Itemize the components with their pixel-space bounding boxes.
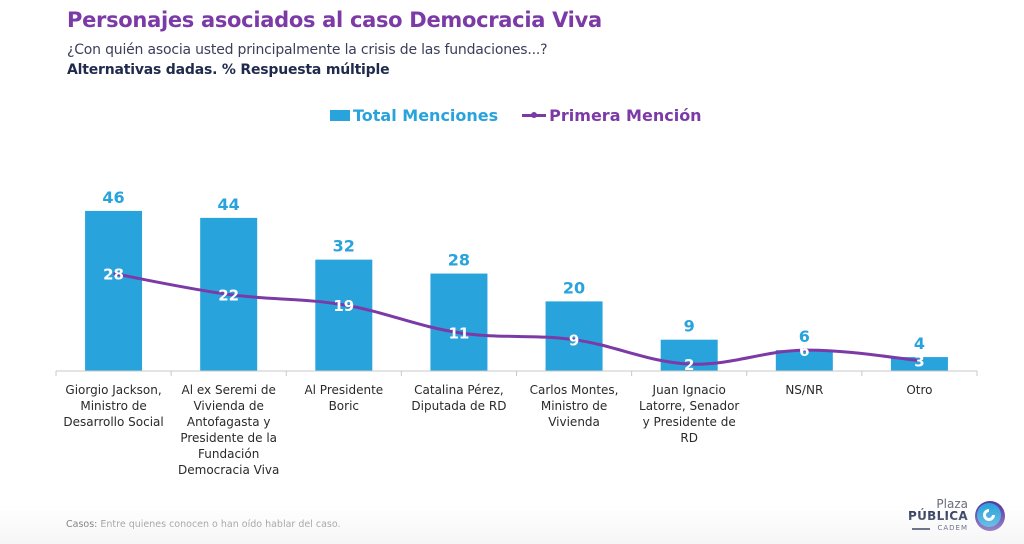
logo-line2: PÚBLICA	[908, 509, 968, 523]
logo-line3: CADEM	[937, 524, 968, 532]
speech-bubble-logo-icon	[975, 501, 1005, 531]
bar-total-4	[545, 301, 603, 371]
legend-item-total: Total Menciones	[330, 106, 498, 125]
chart-note: Alternativas dadas. % Respuesta múltiple	[67, 62, 390, 78]
bar-total-6	[775, 350, 833, 371]
line-value-label-3: 11	[449, 325, 470, 343]
category-label-6: NS/NR	[785, 383, 824, 397]
bar-value-label-6: 6	[799, 327, 810, 346]
category-label-2: Al Presidente Boric	[304, 383, 384, 413]
line-value-label-4: 9	[569, 332, 579, 350]
bar-value-label-5: 9	[684, 317, 695, 336]
category-label-4: Carlos Montes, Ministro de Vivienda	[529, 383, 619, 429]
legend-line-swatch-icon	[522, 112, 547, 118]
bar-total-5	[660, 339, 718, 371]
legend-primera-label: Primera Mención	[549, 106, 702, 125]
legend: Total Menciones Primera Mención	[330, 106, 726, 125]
line-value-label-7: 3	[914, 353, 924, 371]
footnote-label: Casos:	[66, 519, 98, 530]
bar-value-label-2: 32	[333, 237, 355, 256]
category-label-0: Giorgio Jackson, Ministro de Desarrollo So…	[63, 383, 164, 429]
legend-item-primera: Primera Mención	[522, 106, 702, 125]
category-label-3: Catalina Pérez, Diputada de RD	[411, 383, 507, 413]
plaza-publica-logo: Plaza PÚBLICA CADEM	[908, 497, 1008, 537]
line-value-label-1: 22	[218, 286, 239, 304]
line-primera-mencion	[113, 272, 920, 366]
line-value-label-5: 2	[684, 356, 694, 374]
line-value-label-2: 19	[333, 297, 354, 315]
bar-total-7	[890, 357, 948, 371]
category-label-5: Juan Ignacio Latorre, Senador y Presidente…	[639, 383, 740, 445]
legend-bar-swatch-icon	[330, 110, 350, 121]
footnote-text: Entre quienes conocen o han oído hablar …	[97, 519, 341, 530]
legend-total-label: Total Menciones	[353, 106, 499, 125]
bar-value-label-7: 4	[914, 334, 925, 353]
bar-total-0	[85, 210, 143, 371]
line-value-label-6: 6	[799, 342, 809, 360]
bar-total-2	[315, 259, 373, 371]
category-label-7: Otro	[906, 383, 933, 397]
logo-underline	[912, 528, 930, 530]
chart-question: ¿Con quién asocia usted principalmente l…	[67, 42, 548, 58]
bar-value-label-1: 44	[218, 195, 240, 214]
bar-value-label-3: 28	[448, 251, 470, 270]
line-value-label-0: 28	[103, 266, 124, 284]
chart-title: Personajes asociados al caso Democracia …	[67, 8, 602, 32]
bar-value-label-4: 20	[563, 278, 585, 297]
bar-total-3	[430, 273, 488, 371]
footnote: Casos: Entre quienes conocen o han oído …	[66, 519, 341, 530]
bar-value-label-0: 46	[102, 188, 124, 207]
